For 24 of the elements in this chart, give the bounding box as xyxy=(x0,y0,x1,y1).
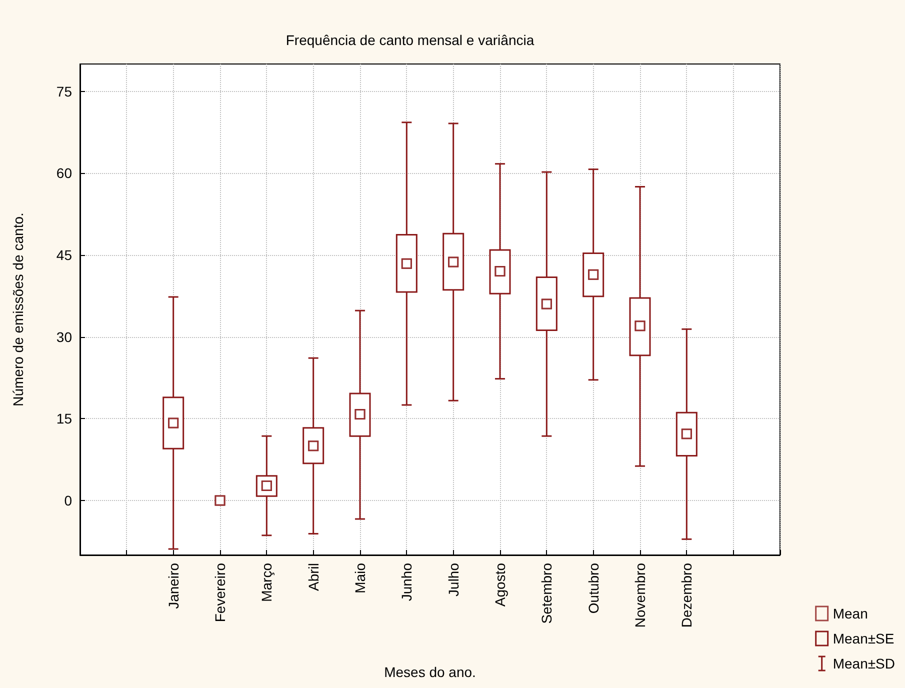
x-tick-label: Abril xyxy=(305,563,322,592)
legend-label: Mean±SD xyxy=(832,656,896,672)
y-axis-title: Número de emissões de canto. xyxy=(10,212,26,406)
x-tick-label: Dezembro xyxy=(678,562,695,628)
y-tick-label: 0 xyxy=(64,492,72,508)
y-tick-label: 75 xyxy=(56,83,72,100)
chart-title: Frequência de canto mensal e variância xyxy=(286,32,534,48)
x-tick-label: Março xyxy=(258,562,275,602)
x-tick-label: Outubro xyxy=(585,562,602,614)
y-tick-label: 45 xyxy=(56,246,72,263)
x-tick-label: Julho xyxy=(445,562,462,596)
x-tick-label: Agosto xyxy=(492,562,508,607)
y-tick-label: 15 xyxy=(56,410,72,427)
x-tick-label: Junho xyxy=(398,562,415,602)
y-tick-label: 60 xyxy=(56,165,72,182)
legend-label: Mean±SE xyxy=(832,630,894,646)
legend-label: Mean xyxy=(832,606,868,622)
x-tick-label: Maio xyxy=(352,562,368,594)
x-tick-label: Janeiro xyxy=(165,562,182,609)
x-tick-label: Novembro xyxy=(632,562,648,628)
x-tick-label: Setembro xyxy=(538,562,555,624)
x-tick-label: Fevereiro xyxy=(212,562,228,622)
x-axis-title: Meses do ano. xyxy=(384,664,476,680)
y-tick-label: 30 xyxy=(56,328,72,345)
